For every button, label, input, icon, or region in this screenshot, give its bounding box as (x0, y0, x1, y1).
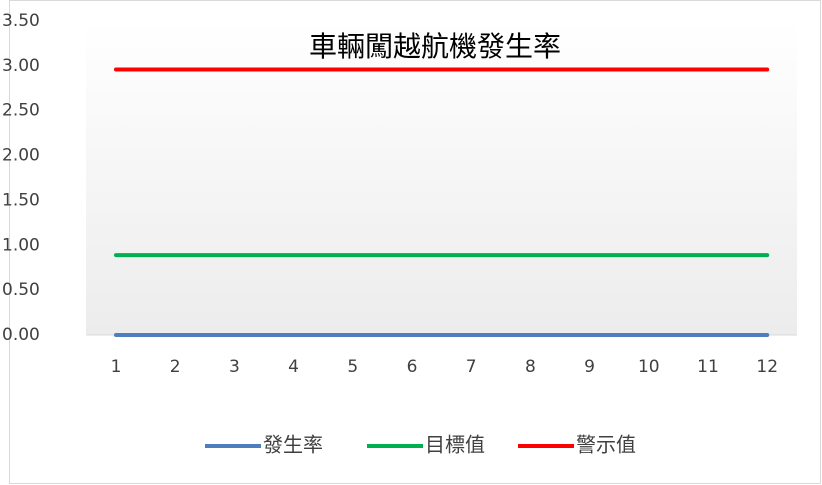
y-tick-label: 1.00 (2, 235, 40, 255)
x-tick-label: 3 (229, 357, 240, 377)
legend-label: 警示值 (576, 433, 636, 457)
y-tick-label: 0.00 (2, 325, 40, 345)
y-tick-label: 3.00 (2, 56, 40, 76)
chart-title: 車輛闖越航機發生率 (309, 30, 561, 63)
x-tick-label: 9 (584, 357, 595, 377)
y-tick-label: 2.00 (2, 146, 40, 166)
x-tick-label: 10 (638, 357, 660, 377)
x-tick-label: 8 (525, 357, 536, 377)
x-tick-label: 1 (111, 357, 122, 377)
y-tick-label: 0.50 (2, 280, 40, 300)
plot-area (86, 21, 797, 335)
x-tick-label: 5 (347, 357, 358, 377)
x-tick-label: 7 (466, 357, 477, 377)
x-tick-label: 11 (697, 357, 719, 377)
y-tick-label: 2.50 (2, 101, 40, 121)
x-tick-label: 12 (756, 357, 778, 377)
x-tick-label: 2 (170, 357, 181, 377)
legend-label: 發生率 (263, 433, 323, 457)
y-tick-label: 3.50 (2, 11, 40, 31)
chart-frame (9, 0, 821, 484)
x-tick-label: 4 (288, 357, 299, 377)
y-tick-label: 1.50 (2, 190, 40, 210)
x-tick-label: 6 (407, 357, 418, 377)
legend-label: 目標值 (425, 433, 485, 457)
